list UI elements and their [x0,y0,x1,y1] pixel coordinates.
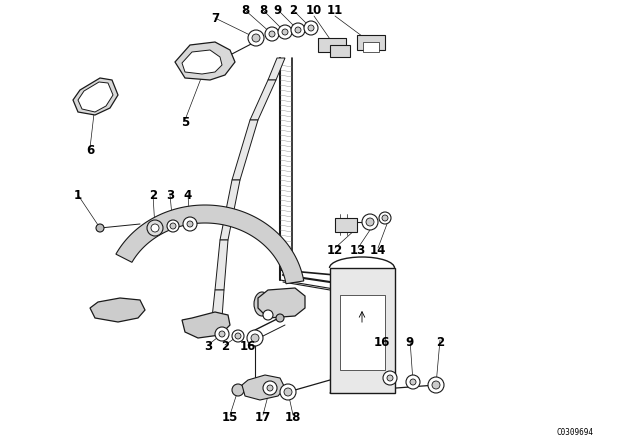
Polygon shape [182,312,230,338]
Circle shape [379,212,391,224]
Polygon shape [212,290,224,318]
Text: 3: 3 [166,189,174,202]
Polygon shape [175,42,235,80]
Text: 9: 9 [274,4,282,17]
Text: 16: 16 [374,336,390,349]
Text: 16: 16 [240,340,256,353]
Circle shape [187,221,193,227]
Circle shape [295,27,301,33]
Text: 10: 10 [306,4,322,17]
Circle shape [280,384,296,400]
Circle shape [304,21,318,35]
Circle shape [265,27,279,41]
Bar [357,35,385,50]
Text: 2: 2 [149,189,157,202]
Text: 2: 2 [436,336,444,349]
Polygon shape [116,205,304,284]
Circle shape [252,34,260,42]
Circle shape [291,23,305,37]
Circle shape [183,217,197,231]
Circle shape [267,385,273,391]
Circle shape [269,31,275,37]
Circle shape [383,371,397,385]
Circle shape [263,381,277,395]
Circle shape [167,220,179,232]
Text: 8: 8 [241,4,249,17]
Circle shape [235,333,241,339]
Text: 4: 4 [184,189,192,202]
Text: 12: 12 [327,244,343,257]
Text: 5: 5 [181,116,189,129]
Circle shape [251,334,259,342]
Text: 11: 11 [327,4,343,17]
Text: 8: 8 [259,4,267,17]
Polygon shape [90,298,145,322]
Circle shape [308,25,314,31]
Text: 1: 1 [74,189,82,202]
Circle shape [215,327,229,341]
Circle shape [232,330,244,342]
Polygon shape [215,240,228,290]
Circle shape [232,384,244,396]
Text: 13: 13 [350,244,366,257]
Circle shape [387,375,393,381]
Polygon shape [258,288,305,318]
Polygon shape [220,180,240,240]
Text: 2: 2 [221,340,229,353]
Text: 14: 14 [370,244,386,257]
Circle shape [170,223,176,229]
Polygon shape [232,120,258,180]
Text: C0309694: C0309694 [557,427,593,436]
Circle shape [284,388,292,396]
Polygon shape [73,78,118,115]
Circle shape [219,331,225,337]
Text: 18: 18 [285,410,301,423]
Circle shape [278,25,292,39]
Bar [330,268,395,393]
Bar [330,45,350,57]
Text: 17: 17 [255,410,271,423]
Circle shape [432,381,440,389]
Bar [335,218,357,232]
Text: 7: 7 [211,12,219,25]
Circle shape [366,218,374,226]
Circle shape [147,220,163,236]
Circle shape [410,379,416,385]
Circle shape [362,214,378,230]
Polygon shape [78,82,113,112]
Circle shape [247,330,263,346]
Circle shape [276,314,284,322]
Bar [340,295,385,370]
Text: 6: 6 [86,143,94,156]
Circle shape [428,377,444,393]
Polygon shape [250,80,276,120]
Circle shape [96,224,104,232]
Text: 3: 3 [204,340,212,353]
Text: 2: 2 [289,4,297,17]
Bar [363,42,379,52]
Polygon shape [242,375,285,400]
Text: 9: 9 [406,336,414,349]
Polygon shape [182,50,222,74]
Ellipse shape [254,292,270,316]
Bar [318,38,346,52]
Circle shape [248,30,264,46]
Circle shape [151,224,159,232]
Circle shape [263,310,273,320]
Text: 15: 15 [222,410,238,423]
Circle shape [406,375,420,389]
Circle shape [382,215,388,221]
Polygon shape [268,58,285,80]
Circle shape [282,29,288,35]
